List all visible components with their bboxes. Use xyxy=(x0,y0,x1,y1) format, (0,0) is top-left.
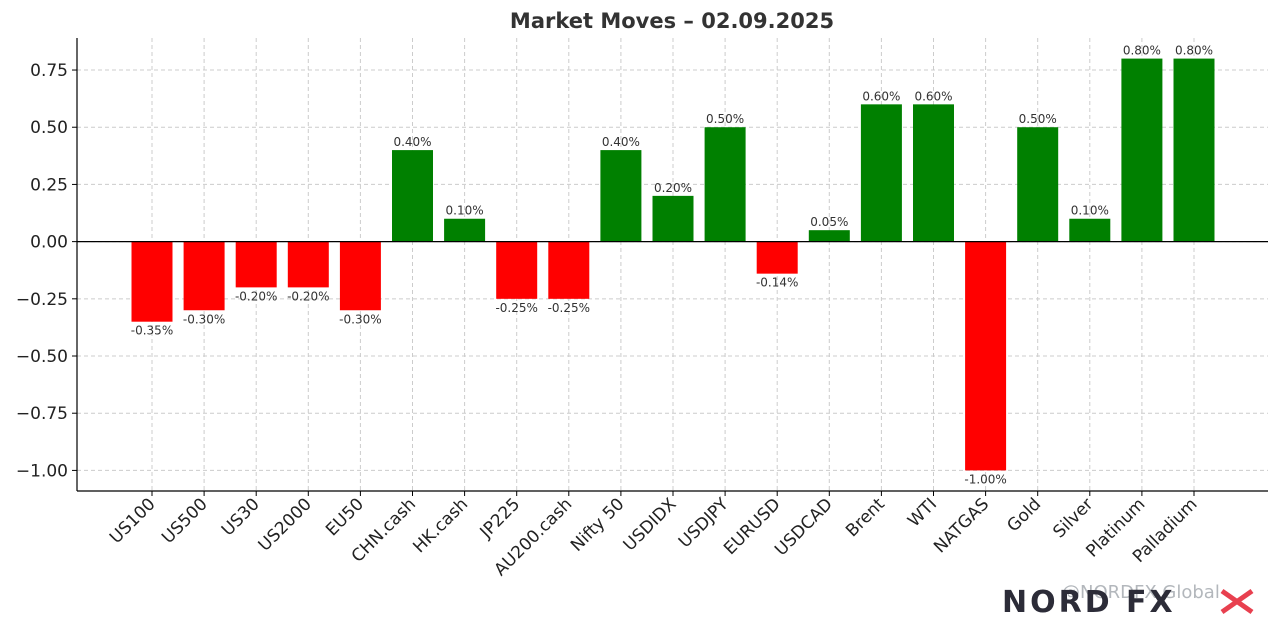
brand-logo: NORD FX xyxy=(1002,585,1254,620)
x-tick-label: US100 xyxy=(106,494,160,548)
y-tick-label: 0.00 xyxy=(30,233,68,253)
data-label: 0.60% xyxy=(862,89,900,103)
x-tick-label: Gold xyxy=(1003,494,1045,536)
x-tick-label: Brent xyxy=(842,494,889,541)
y-tick-labels: 0.75 0.50 0.25 0.00 −0.25 −0.50 −0.75 −1.00 xyxy=(16,61,68,481)
y-tick-label: 0.75 xyxy=(30,61,68,81)
x-tick-label: WTI xyxy=(904,494,941,531)
data-label: 0.60% xyxy=(914,89,952,103)
bar-hk-cash xyxy=(444,218,486,242)
y-tick-label: −0.25 xyxy=(16,290,68,310)
y-tick-label: −0.75 xyxy=(16,404,68,424)
bar-us500 xyxy=(183,241,225,311)
bar-eu50 xyxy=(339,241,381,311)
bar-gold xyxy=(1017,127,1059,242)
data-label: 0.40% xyxy=(393,135,431,149)
y-tick-label: 0.25 xyxy=(30,175,68,195)
x-tick-label: JP225 xyxy=(476,494,525,543)
data-label: -0.20% xyxy=(287,289,329,303)
data-label: -0.30% xyxy=(339,312,381,326)
data-label: 0.10% xyxy=(1071,204,1109,218)
watermark: @NORDFX Global xyxy=(1062,582,1220,603)
bar-silver xyxy=(1069,218,1111,242)
data-label: -0.30% xyxy=(183,312,225,326)
bar-platinum xyxy=(1121,58,1163,242)
x-tick-label: Silver xyxy=(1049,494,1097,542)
y-tick-label: −1.00 xyxy=(16,461,68,481)
bar-nifty-50 xyxy=(600,150,642,242)
bar-us30 xyxy=(235,241,277,288)
data-label: -0.25% xyxy=(495,301,537,315)
logo-text: NORD FX xyxy=(1002,585,1176,620)
data-label: -1.00% xyxy=(964,472,1006,486)
x-tick-label: US2000 xyxy=(255,494,316,555)
data-label: 0.80% xyxy=(1175,44,1213,58)
bar-wti xyxy=(913,104,954,242)
bar-chn-cash xyxy=(392,150,433,242)
data-label: 0.50% xyxy=(706,112,744,126)
data-label: 0.40% xyxy=(602,135,640,149)
bar-us2000 xyxy=(287,241,329,288)
data-label: -0.20% xyxy=(235,289,277,303)
data-label: -0.14% xyxy=(756,276,798,290)
x-tick-label: US30 xyxy=(218,494,264,540)
logo-x-icon xyxy=(1220,588,1254,615)
x-tick-label: EU50 xyxy=(322,494,368,540)
data-label: 0.50% xyxy=(1019,112,1057,126)
x-tick-label: USDIDX xyxy=(620,494,681,555)
bar-brent xyxy=(860,104,902,242)
bar-eurusd xyxy=(756,241,798,274)
bar-au200-cash xyxy=(548,241,590,299)
data-label: 0.10% xyxy=(446,204,484,218)
bar-us100 xyxy=(131,241,173,322)
axes xyxy=(72,38,1268,496)
data-label: 0.20% xyxy=(654,181,692,195)
bar-usdcad xyxy=(808,230,850,242)
bar-usdjpy xyxy=(704,127,746,242)
data-label: 0.80% xyxy=(1123,44,1161,58)
x-tick-label: USDCAD xyxy=(771,494,837,560)
x-tick-label: HK.cash xyxy=(409,494,472,557)
x-tick-label: US500 xyxy=(158,494,212,548)
x-tick-label: NATGAS xyxy=(930,494,993,557)
bar-jp225 xyxy=(496,241,538,299)
y-tick-label: 0.50 xyxy=(30,118,68,138)
data-label: -0.25% xyxy=(548,301,590,315)
x-tick-label: Nifty 50 xyxy=(567,494,628,555)
bar-usdidx xyxy=(652,195,694,242)
bar-natgas xyxy=(965,241,1007,471)
data-labels: -0.35% -0.30% -0.20% -0.20% -0.30% 0.40% 0.10%… xyxy=(131,44,1213,487)
watermark-text: @NORDFX Global xyxy=(1062,582,1220,603)
data-label: -0.35% xyxy=(131,324,173,338)
y-tick-label: −0.50 xyxy=(16,347,68,367)
bars xyxy=(131,58,1215,471)
data-label: 0.05% xyxy=(810,215,848,229)
bar-palladium xyxy=(1173,58,1215,242)
chart-title: Market Moves – 02.09.2025 xyxy=(510,9,834,33)
